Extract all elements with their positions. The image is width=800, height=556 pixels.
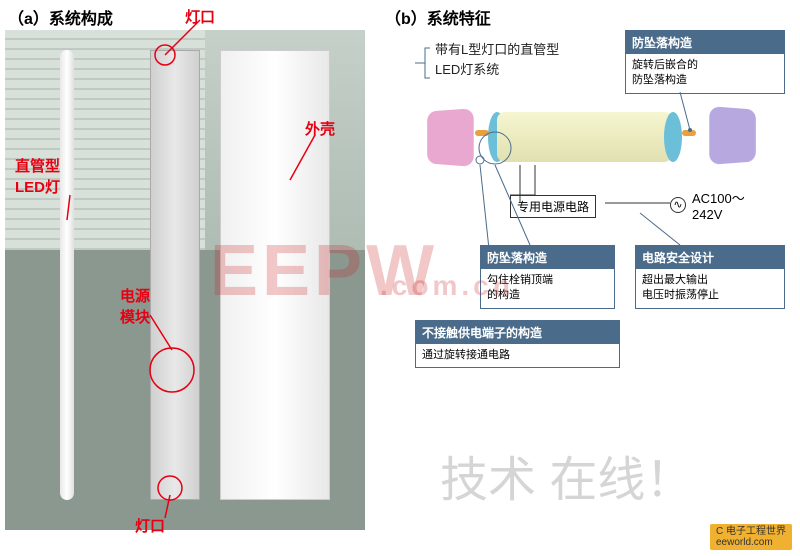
label-psu: 电源 模块	[120, 285, 150, 327]
callout-fall-prevent-top: 防坠落构造 旋转后嵌合的 防坠落构造	[625, 30, 785, 94]
callout-fall-prevent-top-body: 旋转后嵌合的 防坠落构造	[626, 54, 784, 93]
callout-circuit-safety-body: 超出最大输出 电压时振荡停止	[636, 269, 784, 308]
label-cover: 外壳	[305, 118, 335, 139]
callout-circuit-safety: 电路安全设计 超出最大输出 电压时振荡停止	[635, 245, 785, 309]
panel-b-description: 带有L型灯口的直管型 LED灯系统	[435, 40, 559, 79]
fixture-frame-photo	[150, 50, 200, 500]
psu-label-box: 专用电源电路	[510, 195, 596, 218]
endcap-left-3d	[427, 108, 474, 167]
callout-fall-prevent-top-header: 防坠落构造	[626, 31, 784, 54]
watermark-domain: .com.cn	[380, 270, 514, 302]
pin-right	[682, 130, 696, 136]
ac-label: AC100～ 242V	[692, 188, 745, 222]
label-socket-top: 灯口	[185, 6, 215, 27]
ac-symbol-icon: ∿	[670, 197, 686, 213]
callout-fall-prevent-mid-header: 防坠落构造	[481, 246, 614, 269]
footer-logo-text: C 电子工程世界 eeworld.com	[716, 526, 786, 548]
panel-a-title: （a）系统构成	[8, 5, 113, 29]
callout-circuit-safety-header: 电路安全设计	[636, 246, 784, 269]
endcap-right-3d	[709, 106, 756, 165]
footer-logo: C 电子工程世界 eeworld.com	[710, 524, 792, 550]
tube-body-3d	[497, 112, 672, 162]
led-tube-photo	[60, 50, 74, 500]
label-socket-bottom: 灯口	[135, 515, 165, 536]
panel-b-title: （b）系统特征	[385, 5, 491, 29]
tube-end-right	[664, 112, 682, 162]
callout-no-contact-header: 不接触供电端子的构造	[416, 321, 619, 344]
callout-no-contact-body: 通过旋转接通电路	[416, 344, 619, 367]
watermark-tech-online: 技术 在线！	[440, 440, 693, 510]
label-tube: 直管型 LED灯	[15, 155, 60, 197]
callout-no-contact: 不接触供电端子的构造 通过旋转接通电路	[415, 320, 620, 368]
pin-left	[475, 130, 489, 136]
